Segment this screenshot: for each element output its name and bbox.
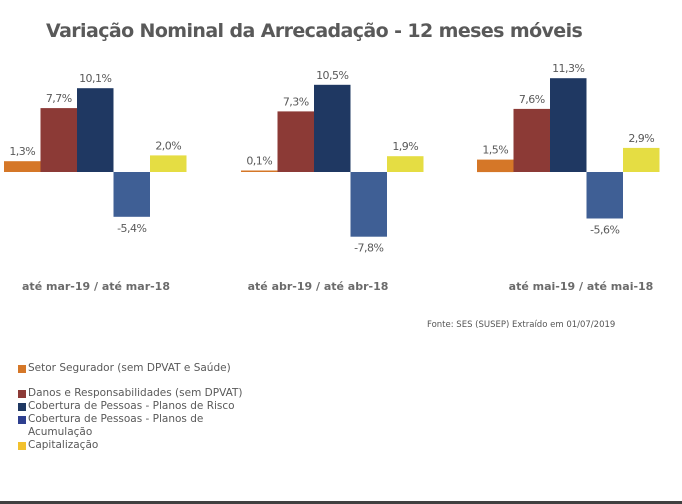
legend-item: Danos e Responsabilidades (sem DPVAT) (18, 387, 248, 400)
data-label: 10,1% (79, 72, 111, 85)
data-label: -5,6% (590, 224, 619, 237)
legend-label: Cobertura de Pessoas - Planos de Risco (28, 400, 235, 412)
legend-swatch (18, 402, 26, 411)
chart-title: Variação Nominal da Arrecadação - 12 mes… (46, 20, 583, 42)
bar (113, 172, 150, 217)
bar-chart: 1,3% 7,7% 10,1% -5,4% 2,0% 0,1% 7,3% 10,5% -7,8%… (4, 62, 660, 255)
data-label: 7,6% (519, 93, 545, 106)
legend-swatch (18, 364, 26, 373)
bar (623, 147, 660, 172)
bar (477, 159, 514, 173)
bar (550, 78, 587, 172)
category-label: até mar-19 / até mar-18 (22, 280, 170, 293)
bar (40, 108, 77, 172)
data-label: 11,3% (552, 62, 584, 75)
legend-swatch (18, 415, 26, 424)
data-label: 2,0% (155, 139, 181, 152)
legend-label: Danos e Responsabilidades (sem DPVAT) (28, 387, 243, 399)
bar (77, 88, 114, 172)
legend-item: Setor Segurador (sem DPVAT e Saúde) (18, 362, 248, 375)
data-label: 0,1% (246, 155, 272, 168)
bar (241, 170, 278, 172)
legend-item: Cobertura de Pessoas - Planos de Risco (18, 400, 248, 413)
bar (4, 161, 41, 172)
data-label: 7,7% (46, 92, 72, 105)
data-label: 1,9% (392, 140, 418, 153)
data-label: 1,3% (9, 145, 35, 158)
data-label: 10,5% (316, 69, 348, 82)
data-label: -7,8% (354, 242, 383, 255)
bar (277, 111, 314, 172)
bar (314, 84, 351, 172)
data-label: -5,4% (117, 222, 146, 235)
legend: Setor Segurador (sem DPVAT e Saúde) Dano… (18, 362, 248, 452)
category-label: até mai-19 / até mai-18 (508, 280, 654, 293)
bar (350, 172, 387, 237)
legend-swatch (18, 441, 26, 450)
legend-item: Capitalização (18, 439, 248, 452)
bottom-border (0, 501, 682, 504)
data-label: 2,9% (628, 132, 654, 145)
bar (150, 155, 187, 172)
legend-label: Setor Segurador (sem DPVAT e Saúde) (28, 362, 231, 374)
data-label: 7,3% (283, 95, 309, 108)
legend-label: Cobertura de Pessoas - Planos de Acumula… (28, 413, 204, 438)
legend-item: Cobertura de Pessoas - Planos de Acumula… (18, 413, 248, 439)
bar (387, 156, 424, 172)
bar (586, 172, 623, 219)
legend-swatch (18, 389, 26, 398)
legend-label: Capitalização (28, 439, 99, 451)
category-label: até abr-19 / até abr-18 (247, 280, 389, 293)
source-note: Fonte: SES (SUSEP) Extraído em 01/07/201… (427, 320, 616, 330)
data-label: 1,5% (482, 144, 508, 157)
bar (513, 108, 550, 172)
